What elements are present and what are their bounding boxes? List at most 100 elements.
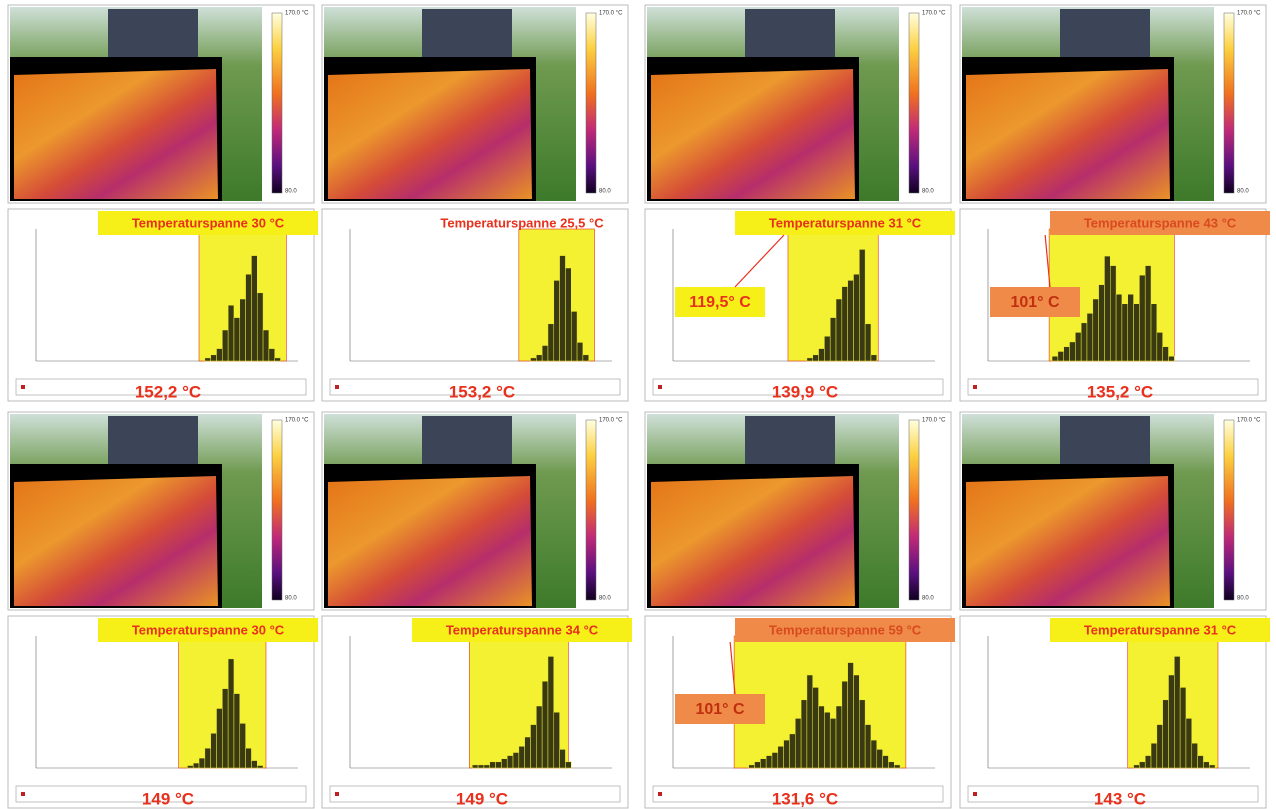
note-arrow <box>734 234 785 288</box>
span-label: Temperaturspanne 31 °C <box>769 215 922 230</box>
histogram-bar <box>760 758 767 769</box>
histogram-bar <box>1080 322 1088 362</box>
histogram-bar <box>530 357 537 362</box>
histogram-bar <box>1144 265 1152 362</box>
histogram-bar <box>777 746 784 769</box>
colorbar-min: 80.0 <box>599 596 611 602</box>
histogram-bar <box>783 739 790 769</box>
histogram-bar <box>256 292 264 362</box>
paver <box>422 9 512 57</box>
histogram-bar <box>1139 274 1146 362</box>
histogram-bar <box>1086 313 1094 362</box>
histogram-bar <box>824 711 831 769</box>
panel: 170.0 °C 80.0 135,2 °C Temperaturspanne 43 … <box>959 4 1270 402</box>
histogram-bar <box>829 718 837 769</box>
histogram-bar <box>853 273 860 362</box>
note-label: 119,5° C <box>689 294 751 311</box>
colorbar <box>585 12 597 194</box>
histogram-bar <box>870 354 878 362</box>
histogram-bar <box>859 249 866 362</box>
span-box <box>412 618 632 642</box>
histogram-bar <box>841 680 848 769</box>
paver <box>422 416 512 464</box>
panel: 170.0 °C 80.0 131,6 °C Temperaturspanne 59 … <box>644 411 955 809</box>
histogram-bar <box>512 752 520 769</box>
histogram-bar <box>472 764 479 769</box>
legend-box <box>15 785 307 803</box>
paver <box>1060 416 1150 464</box>
colorbar <box>271 12 283 194</box>
histogram-bar <box>204 747 211 769</box>
histogram-bar <box>1156 724 1163 769</box>
histogram-bar <box>754 761 761 769</box>
histogram-bar <box>829 317 837 362</box>
histogram-bar <box>824 335 831 362</box>
thermal-image <box>14 476 218 606</box>
histogram-bar <box>771 752 779 769</box>
thermal-image <box>651 69 855 199</box>
histogram-bar <box>483 764 490 769</box>
span-box <box>1050 211 1270 235</box>
histogram-bar <box>245 747 252 769</box>
legend-box <box>15 378 307 396</box>
span-box <box>98 618 318 642</box>
legend-swatch <box>21 385 25 389</box>
colorbar-min: 80.0 <box>599 189 611 195</box>
histogram-bar <box>1127 293 1134 362</box>
histogram-bar <box>1185 718 1193 769</box>
colorbar <box>271 419 283 601</box>
span-box <box>98 211 318 235</box>
span-label: Temperaturspanne 59 °C <box>769 622 922 637</box>
span-label: Temperaturspanne 25,5 °C <box>440 215 604 230</box>
thermal-image <box>966 476 1170 606</box>
legend-box <box>967 785 1259 803</box>
histogram-bar <box>233 317 241 362</box>
mean-label: 153,2 °C <box>449 382 515 401</box>
histogram-bar <box>853 674 860 769</box>
histogram-bar <box>477 764 485 769</box>
colorbar-max: 170.0 °C <box>599 418 623 424</box>
histogram-bar <box>239 298 246 362</box>
histogram-bar <box>888 761 895 769</box>
span-label: Temperaturspanne 30 °C <box>132 622 285 637</box>
histogram-bar <box>222 688 229 769</box>
mean-label: 149 °C <box>142 789 194 808</box>
legend-swatch <box>21 792 25 796</box>
histogram-bar <box>1191 742 1198 769</box>
histogram-bar <box>1156 332 1163 362</box>
legend-box <box>329 378 621 396</box>
histogram-bar <box>553 711 560 769</box>
legend-box <box>652 785 944 803</box>
paver <box>745 9 835 57</box>
histogram-bar <box>565 761 572 769</box>
histogram-bar <box>1075 332 1082 362</box>
histogram-bar <box>1162 699 1169 769</box>
histogram-bar <box>1057 351 1064 362</box>
histogram-bar <box>1121 303 1128 362</box>
histogram-bar <box>262 329 270 362</box>
histogram-bar <box>251 760 258 769</box>
histogram-bar <box>1208 764 1216 769</box>
colorbar <box>908 419 920 601</box>
note-box <box>990 287 1080 317</box>
histogram-bar <box>274 357 281 362</box>
note-label: 101° C <box>1010 294 1060 311</box>
histogram-bar <box>553 280 560 362</box>
colorbar-min: 80.0 <box>1237 596 1249 602</box>
note-arrow <box>1044 234 1051 288</box>
histogram-bar <box>245 273 252 362</box>
mean-label: 135,2 °C <box>1087 382 1153 401</box>
mean-label: 149 °C <box>456 789 508 808</box>
histogram-bar <box>222 329 229 362</box>
histogram-bar <box>582 354 589 362</box>
histogram-bar <box>818 705 825 769</box>
histogram-bar <box>789 733 796 769</box>
panel: 170.0 °C 80.0 149 °C Temperaturspanne 30 °C <box>7 411 318 809</box>
colorbar <box>1223 12 1235 194</box>
histogram-bar <box>876 749 883 769</box>
histogram-bar <box>1197 755 1204 769</box>
histogram-bar <box>1069 341 1076 362</box>
histogram-bar <box>1098 284 1105 362</box>
histogram-frame <box>7 615 315 809</box>
colorbar-max: 170.0 °C <box>285 11 309 17</box>
